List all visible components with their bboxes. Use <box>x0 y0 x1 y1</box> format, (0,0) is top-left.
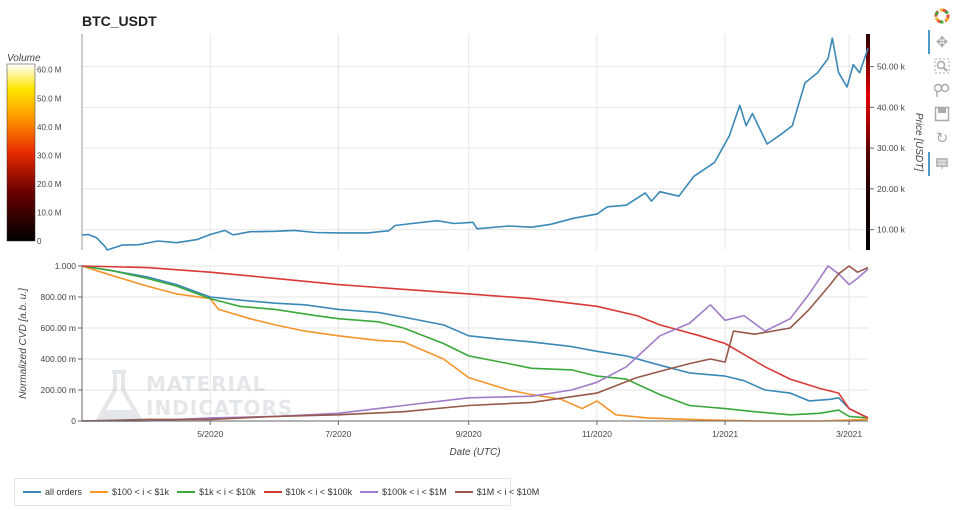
cvd-x-tick-label: 5/2020 <box>197 429 223 439</box>
legend-label: $1k < i < $10k <box>199 487 256 497</box>
active-tool-indicator <box>928 30 930 54</box>
colorbar-tick-label: 0 <box>37 237 42 246</box>
cvd-line-all_orders[interactable] <box>81 265 869 419</box>
chart-canvas[interactable]: Volume 60.0 M 50.0 M 40.0 M 30.0 M 20.0 M 10.0… <box>0 0 960 470</box>
price-tick-label: 20.00 k <box>877 184 906 194</box>
colorbar-title: Volume <box>7 53 41 64</box>
cvd-x-tick-label: 11/2020 <box>582 429 612 439</box>
colorbar-tick-label: 40.0 M <box>37 123 62 132</box>
legend-swatch <box>23 491 41 493</box>
price-tick-label: 40.00 k <box>877 102 906 112</box>
price-line[interactable] <box>81 37 869 251</box>
cvd-x-tick-label: 9/2020 <box>456 429 482 439</box>
legend-label: $10k < i < $100k <box>285 487 353 497</box>
cvd-x-axis-label: Date (UTC) <box>449 447 500 458</box>
legend-item-s1k_10k[interactable]: $1k < i < $10k <box>177 487 256 497</box>
legend-swatch <box>177 491 196 493</box>
pan-icon[interactable]: ✥ <box>935 33 949 51</box>
cvd-y-tick-label: 800.00 m <box>41 292 76 302</box>
price-tick-label: 30.00 k <box>877 143 906 153</box>
legend-label: $100 < i < $1k <box>112 487 170 497</box>
colorbar-tick-label: 30.0 M <box>37 151 62 160</box>
cvd-y-tick-label: 0 <box>71 416 76 426</box>
cvd-line-s1m_10m[interactable] <box>81 265 869 422</box>
legend-item-s100_1k[interactable]: $100 < i < $1k <box>90 487 169 497</box>
cvd-line-s10k_100k[interactable] <box>81 265 869 419</box>
legend-swatch <box>90 491 109 493</box>
colorbar-tick-label: 20.0 M <box>37 180 62 189</box>
cvd-x-tick-label: 7/2020 <box>325 429 351 439</box>
colorbar-tick-label: 60.0 M <box>37 66 62 75</box>
legend-swatch <box>360 491 379 493</box>
legend-item-all_orders[interactable]: all orders <box>23 487 82 497</box>
cvd-y-tick-label: 400.00 m <box>41 354 76 364</box>
price-tick-label: 10.00 k <box>877 225 906 235</box>
chart-toolbar: ✥ ↻ <box>928 4 956 184</box>
cvd-x-tick-label: 1/2021 <box>712 429 738 439</box>
wheel-zoom-icon[interactable] <box>932 80 952 100</box>
box-zoom-icon[interactable] <box>932 56 952 76</box>
cvd-line-s100k_1m[interactable] <box>82 265 869 422</box>
reset-icon[interactable]: ↻ <box>935 129 949 147</box>
cvd-x-tick-label: 3/2021 <box>836 429 862 439</box>
colorbar-tick-label: 50.0 M <box>37 94 62 103</box>
save-icon[interactable] <box>932 104 952 124</box>
cvd-y-tick-label: 200.00 m <box>41 385 76 395</box>
cvd-y-tick-label: 1.000 <box>55 261 77 271</box>
price-tick-label: 50.00 k <box>877 62 906 72</box>
cvd-line-s1k_10k[interactable] <box>81 265 869 419</box>
legend-item-s100k_1m[interactable]: $100k < i < $1M <box>360 487 447 497</box>
price-plot-area[interactable] <box>82 34 868 250</box>
cvd-y-axis-label: Normalized CVD [a.b. u.] <box>18 288 29 399</box>
legend-item-s1m_10m[interactable]: $1M < i < $10M <box>454 487 540 497</box>
colorbar-tick-label: 10.0 M <box>37 208 62 217</box>
active-tool-indicator-2 <box>928 152 930 176</box>
chart-title: BTC_USDT <box>82 13 157 29</box>
legend-swatch <box>263 491 282 493</box>
volume-profile-strip <box>866 34 870 250</box>
chart-legend: all orders $100 < i < $1k $1k < i < $10k $1… <box>14 478 539 506</box>
bokeh-logo-icon[interactable] <box>932 6 952 26</box>
price-axis-label: Price [USDT] <box>913 113 924 172</box>
legend-label: $100k < i < $1M <box>382 487 447 497</box>
legend-label: $1M < i < $10M <box>476 487 540 497</box>
legend-swatch <box>454 491 473 493</box>
volume-colorbar <box>6 63 36 242</box>
cvd-plot-area[interactable] <box>82 266 868 421</box>
legend-label: all orders <box>45 487 83 497</box>
legend-item-s10k_100k[interactable]: $10k < i < $100k <box>263 487 353 497</box>
hover-icon[interactable] <box>932 154 952 174</box>
cvd-y-tick-label: 600.00 m <box>41 323 76 333</box>
